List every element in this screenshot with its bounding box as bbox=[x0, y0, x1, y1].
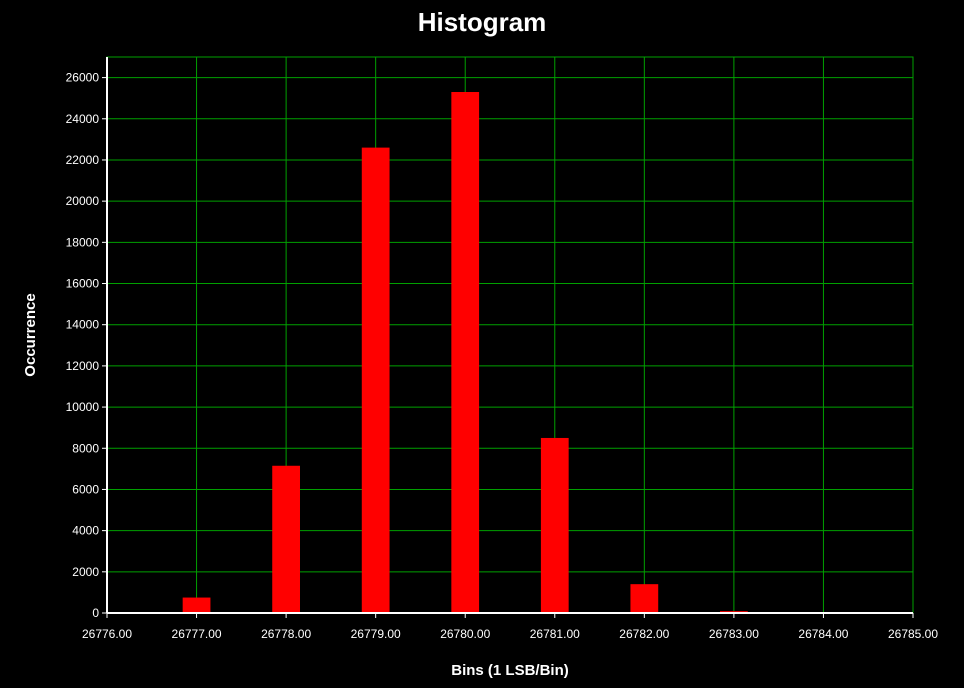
y-tick-label: 20000 bbox=[66, 194, 100, 208]
y-tick-label: 26000 bbox=[66, 71, 100, 85]
x-tick-label: 26781.00 bbox=[530, 627, 580, 641]
y-tick-label: 0 bbox=[92, 606, 99, 620]
x-tick-label: 26779.00 bbox=[351, 627, 401, 641]
x-tick-label: 26783.00 bbox=[709, 627, 759, 641]
x-tick-label: 26785.00 bbox=[888, 627, 938, 641]
y-axis-title: Occurrence bbox=[22, 293, 39, 376]
y-tick-label: 12000 bbox=[66, 359, 100, 373]
histogram-bar bbox=[361, 147, 390, 613]
x-tick-label: 26777.00 bbox=[172, 627, 222, 641]
y-tick-label: 18000 bbox=[66, 235, 100, 249]
bars bbox=[107, 92, 913, 614]
y-tick-label: 24000 bbox=[66, 112, 100, 126]
x-tick-label: 26776.00 bbox=[82, 627, 132, 641]
y-tick-label: 10000 bbox=[66, 400, 100, 414]
x-tick-label: 26780.00 bbox=[440, 627, 490, 641]
x-tick-label: 26784.00 bbox=[798, 627, 848, 641]
histogram-bar bbox=[272, 465, 300, 613]
x-axis-title: Bins (1 LSB/Bin) bbox=[451, 662, 569, 679]
x-tick-label: 26782.00 bbox=[619, 627, 669, 641]
y-tick-label: 8000 bbox=[72, 441, 99, 455]
histogram-bar bbox=[451, 92, 480, 614]
y-tick-label: 22000 bbox=[66, 153, 100, 167]
y-tick-label: 2000 bbox=[72, 565, 99, 579]
axes: 0 2000 4000 6000 8000 10000 12000 14000 16000 180… bbox=[66, 57, 938, 641]
y-tick-label: 14000 bbox=[66, 318, 100, 332]
y-tick-label: 4000 bbox=[72, 524, 99, 538]
x-tick-label: 26778.00 bbox=[261, 627, 311, 641]
histogram-bar bbox=[540, 437, 569, 613]
histogram-bar bbox=[182, 597, 211, 613]
y-tick-label: 6000 bbox=[72, 482, 99, 496]
y-tick-label: 16000 bbox=[66, 277, 100, 291]
chart-title: Histogram bbox=[418, 7, 547, 37]
histogram-bar bbox=[630, 584, 659, 613]
